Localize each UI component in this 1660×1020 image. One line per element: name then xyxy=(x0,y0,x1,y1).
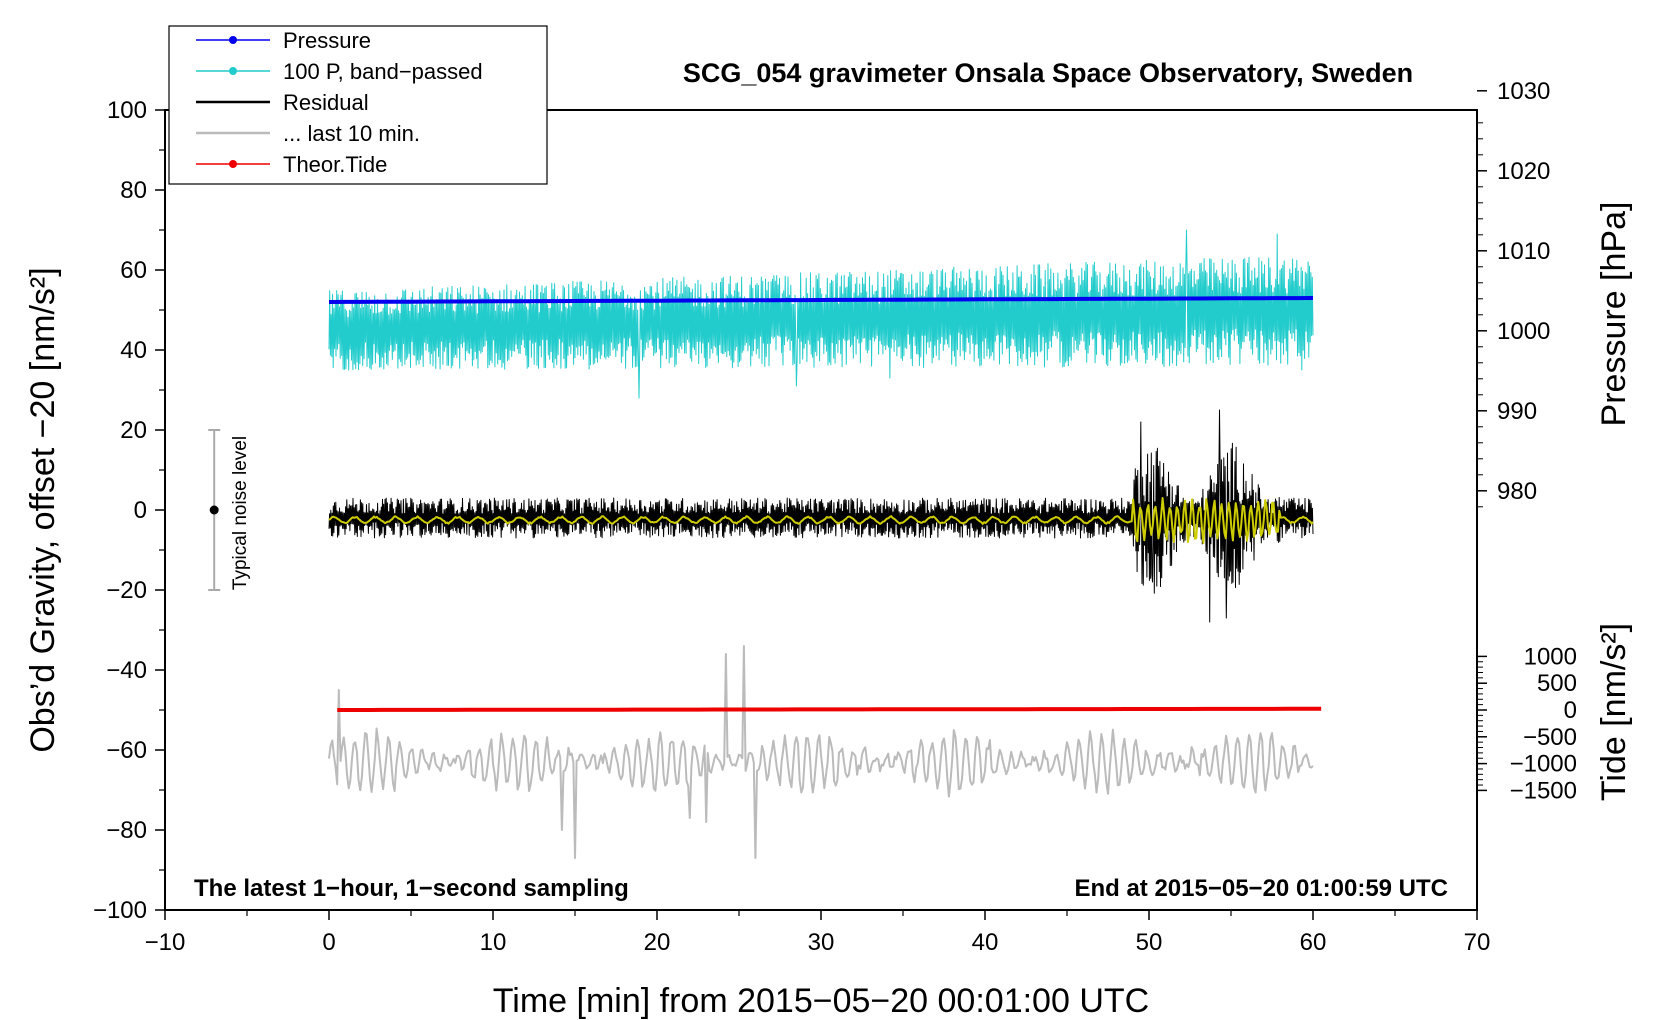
x-tick-label: −10 xyxy=(145,929,186,956)
y-tick-label: 60 xyxy=(120,257,147,284)
legend-marker xyxy=(229,36,237,44)
x-tick-label: 60 xyxy=(1300,929,1327,956)
series-theoretical-tide xyxy=(337,706,1322,712)
series-residual xyxy=(328,409,1314,623)
y-tick-label: 20 xyxy=(120,417,147,444)
y-tick-label: −80 xyxy=(106,817,147,844)
pressure-tick-label: 980 xyxy=(1497,478,1537,505)
y-tick-label: 0 xyxy=(134,497,147,524)
x-axis-title: Time [min] from 2015−05−20 00:01:00 UTC xyxy=(493,982,1149,1020)
pressure-tick-label: 1030 xyxy=(1497,78,1550,105)
x-tick-label: 0 xyxy=(322,929,335,956)
series-pressure xyxy=(328,296,1314,304)
legend-label: Pressure xyxy=(283,28,371,53)
x-tick-label: 30 xyxy=(808,929,835,956)
y-tick-label: 80 xyxy=(120,177,147,204)
tide-tick-label: −500 xyxy=(1523,724,1577,751)
legend: Pressure 100 P, band−passed Residual ... la… xyxy=(168,25,548,185)
series-band-passed-pressure xyxy=(328,229,1314,399)
ticks-layer: −10 0 10 20 30 40 50 60 70−100−80−60−40−20020406… xyxy=(93,78,1577,956)
end-time-note: End at 2015−05−20 01:00:59 UTC xyxy=(1074,875,1448,902)
x-tick-label: 50 xyxy=(1136,929,1163,956)
y-tick-label: 100 xyxy=(107,97,147,124)
tide-tick-label: 0 xyxy=(1564,697,1577,724)
legend-box xyxy=(168,25,548,185)
pressure-tick-label: 1020 xyxy=(1497,158,1550,185)
x-tick-label: 40 xyxy=(972,929,999,956)
pressure-tick-label: 1010 xyxy=(1497,238,1550,265)
y-tick-label: −20 xyxy=(106,577,147,604)
sampling-note: The latest 1−hour, 1−second sampling xyxy=(194,875,629,902)
y-axis-title: Obs’d Gravity, offset −20 [nm/s²] xyxy=(24,267,62,752)
tide-tick-label: 500 xyxy=(1537,670,1577,697)
legend-marker xyxy=(229,160,237,168)
y-tick-label: −100 xyxy=(93,897,147,924)
y-tick-label: 40 xyxy=(120,337,147,364)
x-tick-label: 10 xyxy=(480,929,507,956)
pressure-axis-title: Pressure [hPa] xyxy=(1595,202,1633,427)
x-tick-label: 70 xyxy=(1464,929,1491,956)
tide-tick-label: −1000 xyxy=(1510,751,1577,778)
series-residual-smoothed xyxy=(328,497,1314,544)
y-tick-label: −40 xyxy=(106,657,147,684)
noise-bar-center xyxy=(209,505,219,515)
legend-label: Residual xyxy=(283,90,369,115)
chart-title: SCG_054 gravimeter Onsala Space Observat… xyxy=(683,58,1413,88)
tide-axis-title: Tide [nm/s²] xyxy=(1595,623,1633,801)
pressure-tick-label: 1000 xyxy=(1497,318,1550,345)
series-last-10-min xyxy=(328,645,1314,859)
x-tick-label: 20 xyxy=(644,929,671,956)
series-layer xyxy=(328,229,1322,859)
tide-tick-label: −1500 xyxy=(1510,777,1577,804)
y-tick-label: −60 xyxy=(106,737,147,764)
legend-label: Theor.Tide xyxy=(283,152,387,177)
pressure-tick-label: 990 xyxy=(1497,398,1537,425)
noise-level-label: Typical noise level xyxy=(230,436,251,590)
tide-tick-label: 1000 xyxy=(1524,643,1577,670)
legend-marker xyxy=(229,67,237,75)
legend-label: 100 P, band−passed xyxy=(283,59,483,84)
legend-label: ... last 10 min. xyxy=(283,121,420,146)
